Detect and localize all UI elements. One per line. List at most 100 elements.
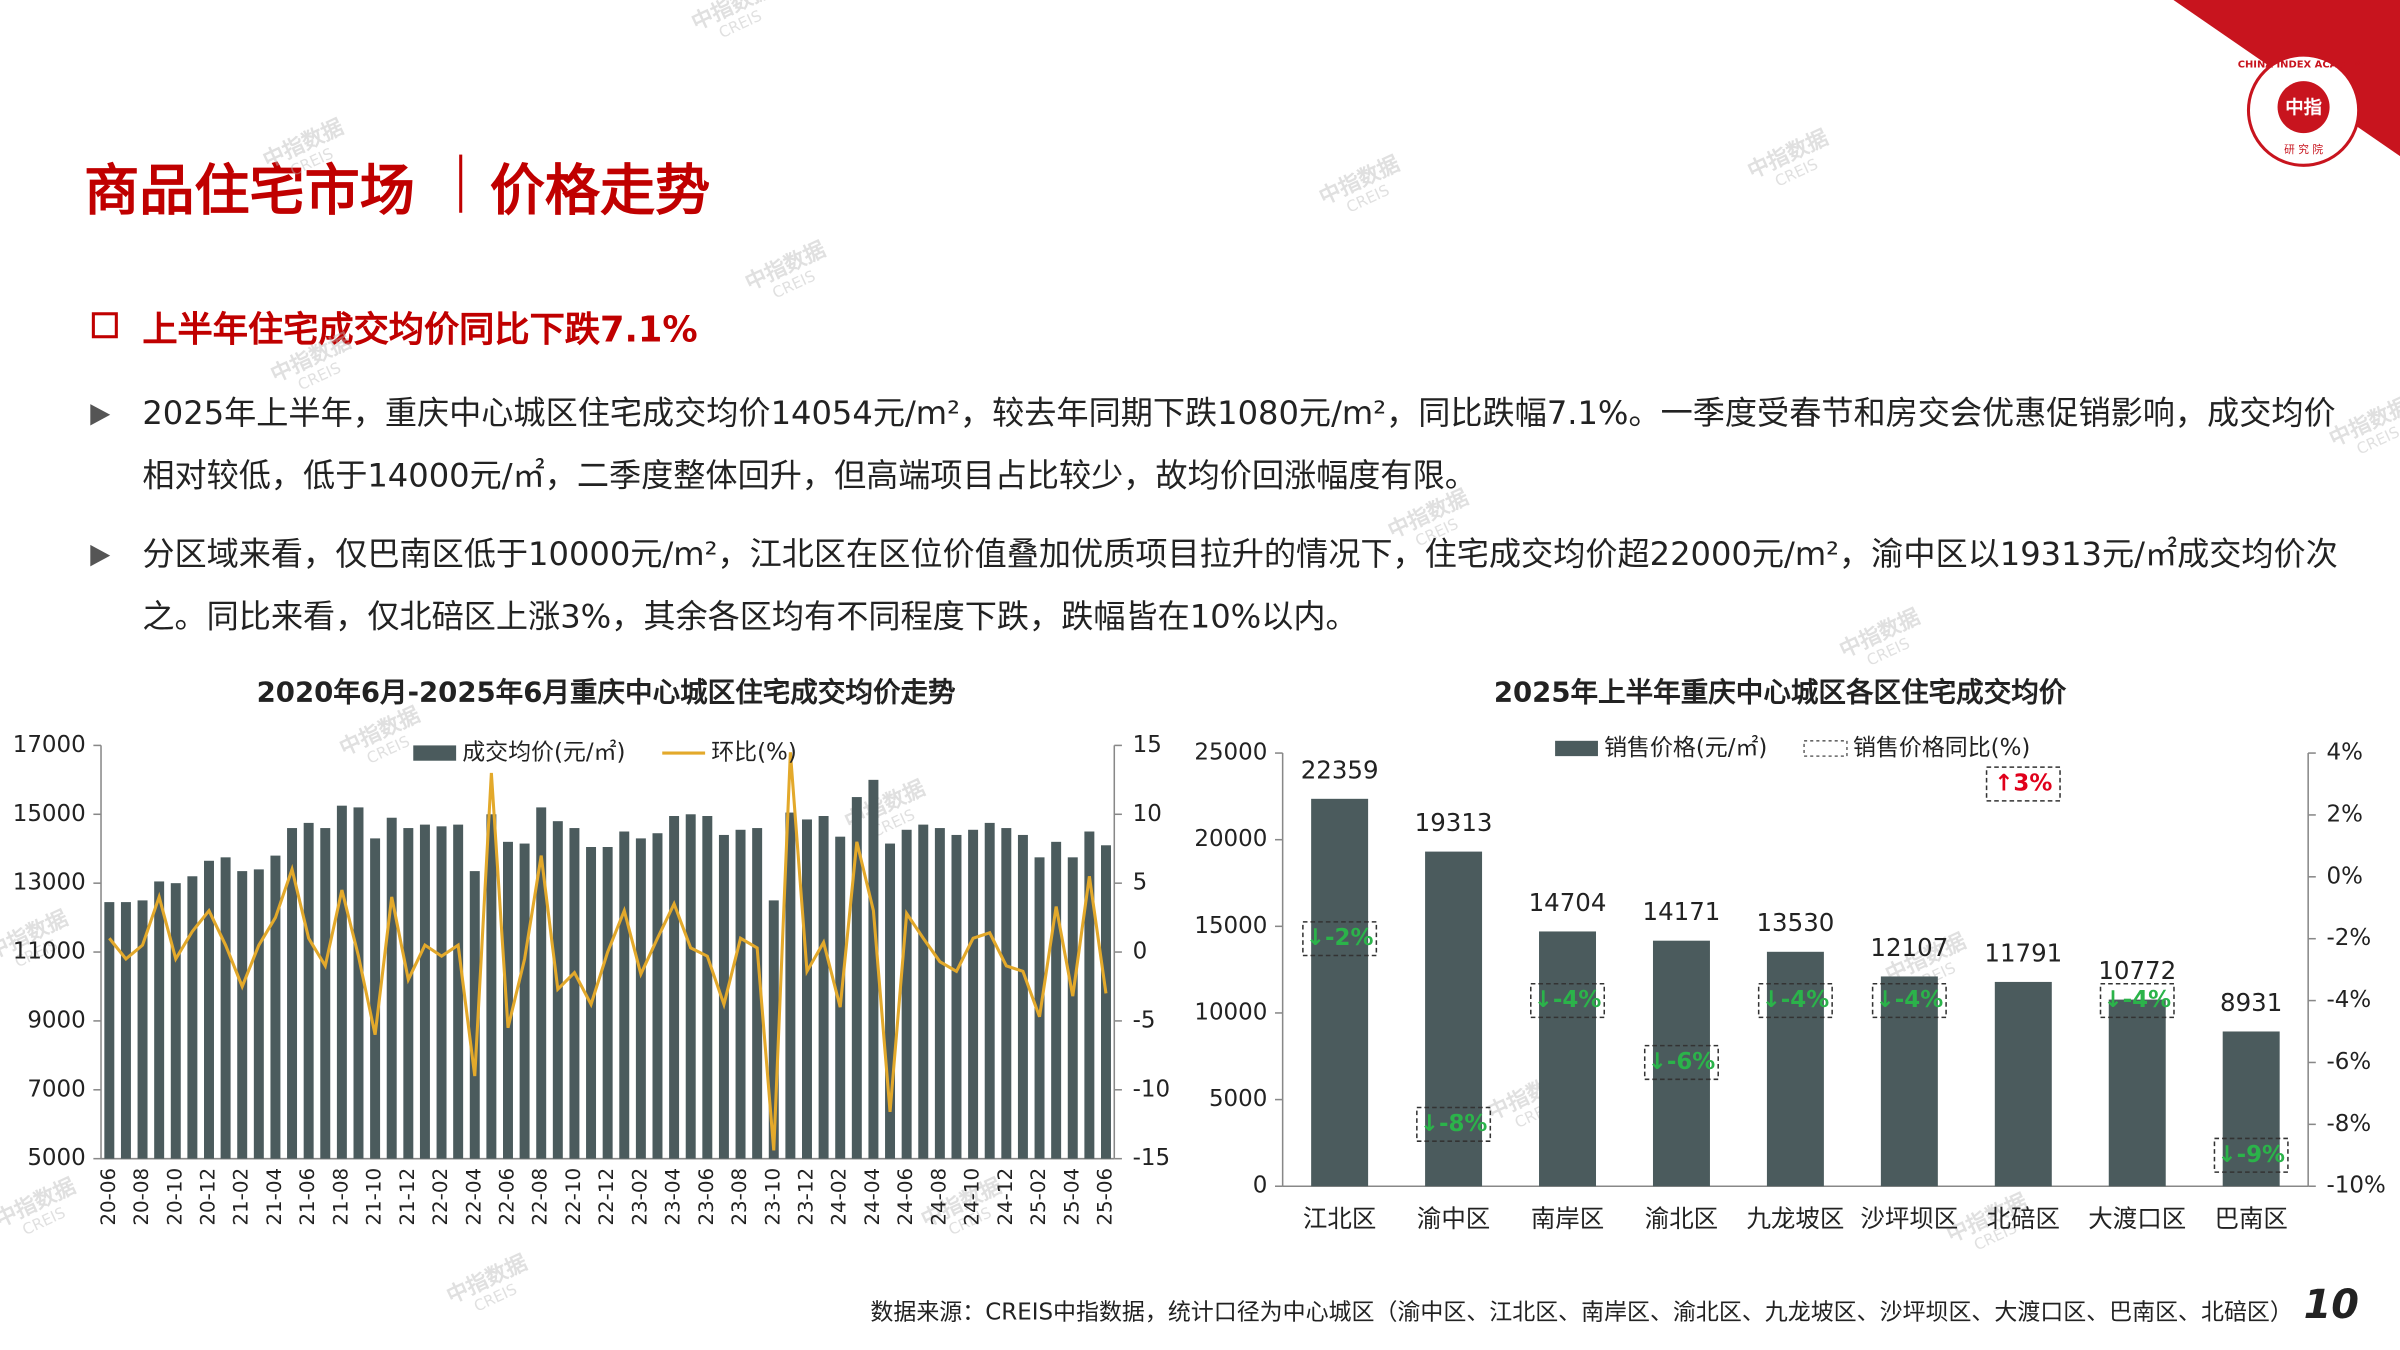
bar [220,857,231,1159]
x-tick-label: 24-12 [994,1168,1017,1226]
x-tick-label: 22-10 [562,1168,585,1226]
bar [652,833,663,1159]
legend-swatch [1555,740,1598,757]
x-tick-label: 20-10 [163,1168,186,1226]
bar [204,860,214,1159]
bar [1051,841,1062,1159]
bar [851,797,862,1159]
bar [1539,931,1597,1187]
bar [370,838,381,1159]
bar [154,881,165,1159]
value-label: ↓-4% [2103,987,2171,1013]
bar [1994,981,2052,1187]
x-tick-label: 北碚区 [1987,1204,2060,1233]
page-number: 10 [2303,1282,2359,1329]
x-tick-label: 25-02 [1027,1168,1050,1226]
y2-tick-label: -10% [2327,1173,2386,1199]
y2-tick-label: -2% [2327,925,2372,951]
bar [519,843,530,1159]
x-tick-label: 25-04 [1060,1168,1083,1226]
bar [635,838,646,1159]
x-tick-label: 渝北区 [1645,1204,1718,1233]
y-tick-label: 7000 [27,1076,85,1102]
bar [934,828,945,1159]
y-tick-label: 9000 [27,1007,85,1033]
bar [2108,999,2166,1187]
x-tick-label: 23-04 [662,1168,685,1226]
bar [818,816,829,1159]
value-label: ↓-8% [1420,1111,1488,1137]
bar [768,900,779,1159]
value-label: ↓-2% [1306,925,1374,951]
y2-tick-label: -5 [1133,1007,1156,1033]
x-tick-label: 20-12 [196,1168,219,1226]
bar [602,847,613,1159]
y2-tick-label: -15 [1133,1145,1170,1171]
x-tick-label: 大渡口区 [2088,1204,2186,1233]
x-tick-label: 21-12 [396,1168,419,1226]
logo-ring: CHINA INDEX ACADEMY [2238,59,2371,70]
y-tick-label: 25000 [1194,740,1267,766]
x-tick-label: 24-06 [894,1168,917,1226]
logo-sub: 研 究 院 [2284,143,2323,156]
value-label: ↑3% [1994,771,2052,797]
value-label: ↓-4% [1876,987,1944,1013]
bar [685,814,696,1159]
x-tick-label: 21-04 [263,1168,286,1226]
x-tick-label: 22-12 [595,1168,618,1226]
legend-swatch [1803,740,1848,757]
y2-tick-label: 0% [2327,863,2363,889]
x-tick-label: 21-08 [329,1168,352,1226]
data-label: 22359 [1301,755,1379,784]
bar [237,871,248,1159]
page-title: 商品住宅市场 [84,160,415,224]
bar [436,826,447,1159]
x-tick-label: 25-06 [1093,1168,1116,1226]
bullet-text: 分区域来看，仅巴南区低于10000元/m²，江北区在区位价值叠加优质项目拉升的情… [90,523,2338,649]
data-label: 14171 [1643,897,1721,926]
x-tick-label: 24-08 [927,1168,950,1226]
x-tick-label: 22-02 [429,1168,452,1226]
bar [1652,940,1710,1187]
bar [386,817,397,1159]
bar [785,812,796,1159]
bar [918,824,929,1159]
y-tick-label: 0 [1253,1173,1268,1199]
x-tick-label: 24-02 [828,1168,851,1226]
bar [702,816,713,1159]
x-tick-label: 21-02 [230,1168,253,1226]
bar [1084,831,1095,1159]
x-tick-label: 渝中区 [1417,1204,1490,1233]
bar [669,816,680,1159]
bar [187,876,198,1159]
bar [469,871,480,1159]
bar [619,831,630,1159]
bar [752,828,763,1159]
data-label: 13530 [1756,908,1834,937]
x-tick-label: 沙坪坝区 [1860,1204,1958,1233]
bar [320,828,331,1159]
chart-title: 2025年上半年重庆中心城区各区住宅成交均价 [1494,676,2067,708]
bar [1100,845,1111,1159]
bar [569,828,580,1159]
heading-marker [91,312,118,339]
x-tick-label: 21-10 [363,1168,386,1226]
bar [486,814,497,1159]
bar [137,900,148,1159]
y2-tick-label: -8% [2327,1111,2372,1137]
x-tick-label: 23-08 [728,1168,751,1226]
x-tick-label: 20-08 [130,1168,153,1226]
x-tick-label: 20-06 [97,1168,120,1226]
bar [120,902,131,1159]
bar [802,819,812,1159]
legend-label: 销售价格(元/㎡) [1604,735,1767,761]
